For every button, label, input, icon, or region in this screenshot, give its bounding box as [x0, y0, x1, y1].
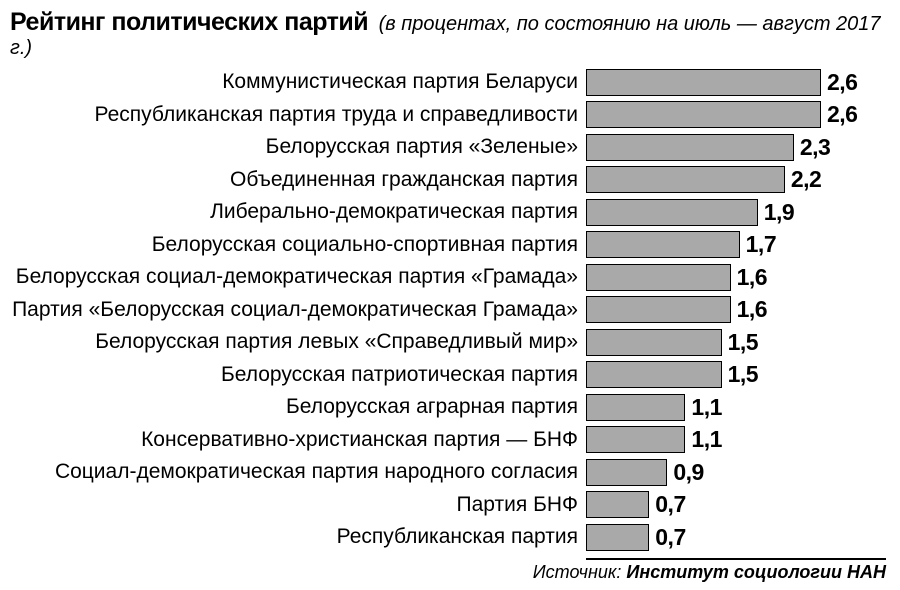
chart-row: Либерально-демократическая партия 1,9	[4, 196, 888, 229]
bar-label: Партия «Белорусская социал-демократическ…	[4, 298, 586, 322]
bar-zone: 1,7	[586, 229, 886, 262]
chart-row: Белорусская партия левых «Справедливый м…	[4, 326, 888, 359]
chart-header: Рейтинг политических партий (в процентах…	[4, 8, 888, 60]
bar-label: Республиканская партия	[4, 525, 586, 549]
bar-label: Консервативно-христианская партия — БНФ	[4, 428, 586, 452]
bar-zone: 1,6	[586, 261, 886, 294]
bar-value: 1,5	[728, 329, 758, 356]
chart-row: Белорусская патриотическая партия 1,5	[4, 359, 888, 392]
bar-value: 1,1	[691, 394, 721, 421]
bar	[586, 264, 731, 291]
bar-value: 2,2	[791, 166, 821, 193]
bar-zone: 0,7	[586, 521, 886, 554]
chart-row: Белорусская социально-спортивная партия 1…	[4, 229, 888, 262]
bar	[586, 426, 685, 453]
chart-row: Республиканская партия труда и справедли…	[4, 99, 888, 132]
bar-label: Белорусская патриотическая партия	[4, 363, 586, 387]
chart-row: Социал-демократическая партия народного …	[4, 456, 888, 489]
bar-zone: 0,9	[586, 456, 886, 489]
source-caption: Источник: Институт социологии НАН	[4, 562, 888, 583]
bar-zone: 1,1	[586, 391, 886, 424]
bar	[586, 491, 649, 518]
bar-label: Белорусская социал-демократическая парти…	[4, 265, 586, 289]
chart-row: Республиканская партия 0,7	[4, 521, 888, 554]
bar	[586, 361, 722, 388]
bar-zone: 1,9	[586, 196, 886, 229]
bar-value: 0,7	[655, 524, 685, 551]
bar-zone: 1,1	[586, 424, 886, 457]
source-name: Институт социологии НАН	[626, 562, 886, 582]
bar	[586, 329, 722, 356]
source-label: Источник:	[533, 562, 622, 582]
chart-row: Белорусская партия «Зеленые» 2,3	[4, 131, 888, 164]
bar-label: Либерально-демократическая партия	[4, 200, 586, 224]
bar-zone: 1,5	[586, 359, 886, 392]
bar-label: Объединенная гражданская партия	[4, 168, 586, 192]
chart-title: Рейтинг политических партий	[10, 8, 368, 36]
bar-label: Белорусская партия «Зеленые»	[4, 135, 586, 159]
bar-value: 1,6	[737, 264, 767, 291]
bar-zone: 0,7	[586, 489, 886, 522]
chart-row: Партия «Белорусская социал-демократическ…	[4, 294, 888, 327]
bar-chart: Коммунистическая партия Беларуси 2,6 Респу…	[4, 66, 888, 554]
bar	[586, 459, 667, 486]
footer-divider	[586, 558, 886, 560]
bar-zone: 2,2	[586, 164, 886, 197]
bar-value: 2,6	[827, 69, 857, 96]
bar-value: 1,7	[746, 231, 776, 258]
bar-value: 0,9	[673, 459, 703, 486]
bar	[586, 524, 649, 551]
bar-zone: 1,5	[586, 326, 886, 359]
bar	[586, 166, 785, 193]
bar-zone: 1,6	[586, 294, 886, 327]
bar	[586, 69, 821, 96]
bar-value: 1,5	[728, 361, 758, 388]
bar-value: 2,3	[800, 134, 830, 161]
bar-value: 0,7	[655, 491, 685, 518]
bar-label: Партия БНФ	[4, 493, 586, 517]
chart-row: Белорусская аграрная партия 1,1	[4, 391, 888, 424]
bar	[586, 296, 731, 323]
bar-label: Коммунистическая партия Беларуси	[4, 70, 586, 94]
chart-row: Объединенная гражданская партия 2,2	[4, 164, 888, 197]
bar-zone: 2,6	[586, 99, 886, 132]
bar-label: Социал-демократическая партия народного …	[4, 460, 586, 484]
bar-label: Белорусская социально-спортивная партия	[4, 233, 586, 257]
chart-row: Белорусская социал-демократическая парти…	[4, 261, 888, 294]
bar-value: 1,9	[764, 199, 794, 226]
chart-row: Партия БНФ 0,7	[4, 489, 888, 522]
bar	[586, 394, 685, 421]
bar-label: Республиканская партия труда и справедли…	[4, 103, 586, 127]
bar-value: 1,6	[737, 296, 767, 323]
bar	[586, 134, 794, 161]
bar	[586, 199, 758, 226]
bar-label: Белорусская партия левых «Справедливый м…	[4, 330, 586, 354]
bar-zone: 2,6	[586, 66, 886, 99]
bar	[586, 101, 821, 128]
bar	[586, 231, 740, 258]
chart-row: Коммунистическая партия Беларуси 2,6	[4, 66, 888, 99]
bar-label: Белорусская аграрная партия	[4, 395, 586, 419]
bar-value: 1,1	[691, 426, 721, 453]
bar-zone: 2,3	[586, 131, 886, 164]
chart-row: Консервативно-христианская партия — БНФ 1…	[4, 424, 888, 457]
bar-value: 2,6	[827, 101, 857, 128]
